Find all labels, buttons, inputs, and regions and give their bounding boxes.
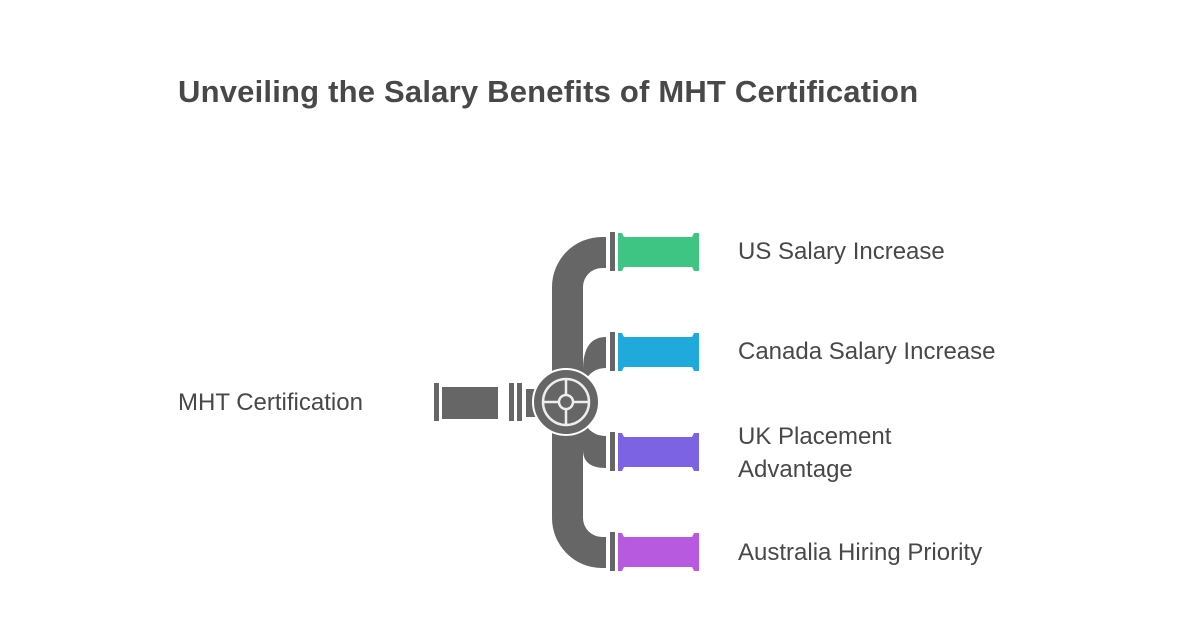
branch-pipe-0 (618, 233, 699, 271)
flange (610, 332, 615, 371)
input-flange (517, 383, 522, 421)
source-label: MHT Certification (178, 389, 363, 416)
input-pipe (442, 387, 498, 419)
input-flange (509, 383, 514, 421)
branch-pipe-2 (618, 433, 699, 471)
branch-label-australia: Australia Hiring Priority (738, 539, 983, 566)
branch-pipe-canada (583, 337, 606, 385)
valve-icon (532, 368, 600, 436)
branch-pipe-uk (583, 420, 606, 468)
colored-pipes (618, 233, 699, 571)
branch-label-us: US Salary Increase (738, 238, 945, 265)
page-title: Unveiling the Salary Benefits of MHT Cer… (178, 74, 919, 109)
branch-pipe-1 (618, 333, 699, 371)
flange (610, 232, 615, 271)
branch-pipe-3 (618, 533, 699, 571)
input-flange (434, 383, 439, 421)
branch-label-canada: Canada Salary Increase (738, 338, 996, 365)
branch-label-uk: UK Placement Advantage (738, 423, 892, 483)
flange (610, 432, 615, 471)
flange (610, 532, 615, 571)
